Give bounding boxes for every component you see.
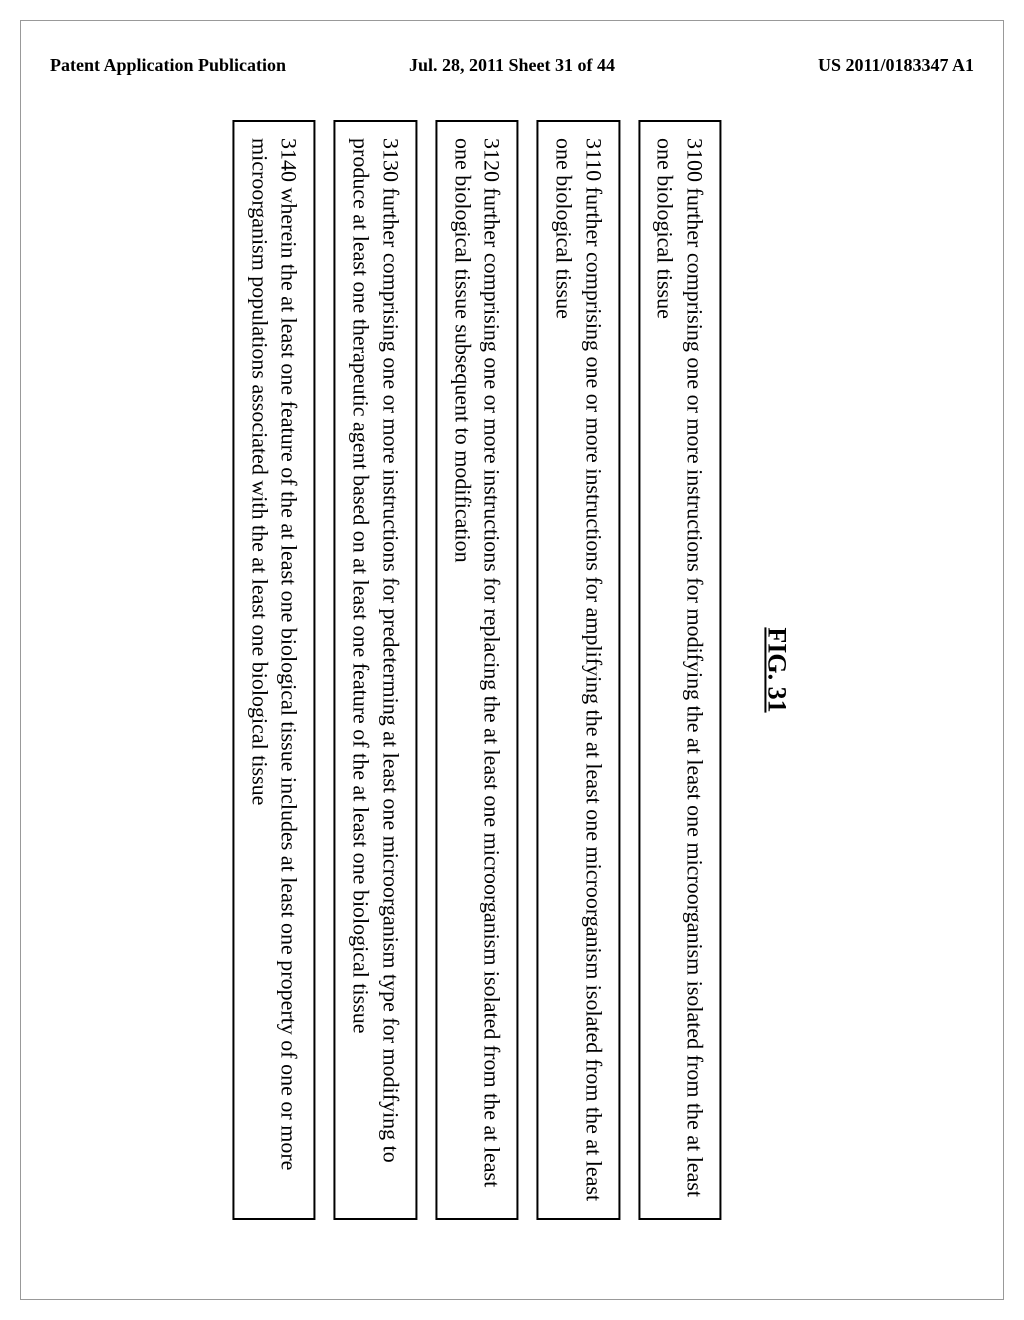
claim-box: 3100 further comprising one or more inst… bbox=[638, 120, 721, 1220]
claim-box: 3130 further comprising one or more inst… bbox=[334, 120, 417, 1220]
claim-box: 3110 further comprising one or more inst… bbox=[537, 120, 620, 1220]
claim-box: 3120 further comprising one or more inst… bbox=[435, 120, 518, 1220]
figure-title: FIG. 31 bbox=[761, 120, 791, 1220]
rotated-content: FIG. 31 3100 further comprising one or m… bbox=[233, 120, 792, 1220]
header-right: US 2011/0183347 A1 bbox=[666, 55, 974, 76]
page-header: Patent Application Publication Jul. 28, … bbox=[50, 55, 974, 76]
header-left: Patent Application Publication bbox=[50, 55, 358, 76]
claims-container: 3100 further comprising one or more inst… bbox=[233, 120, 722, 1220]
header-center: Jul. 28, 2011 Sheet 31 of 44 bbox=[358, 55, 666, 76]
claim-box: 3140 wherein the at least one feature of… bbox=[233, 120, 316, 1220]
